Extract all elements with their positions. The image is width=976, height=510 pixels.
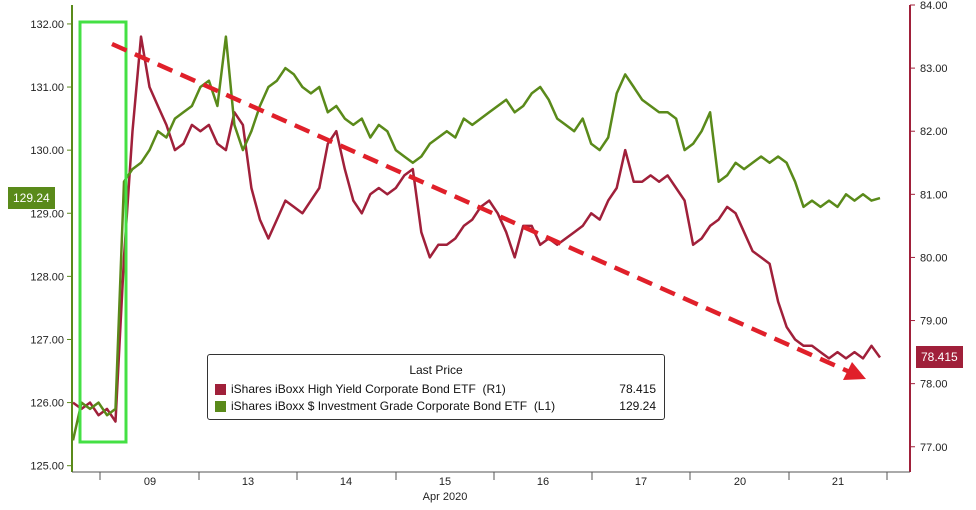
- right-tick-label: 82.00: [920, 126, 948, 138]
- right-y-axis: 77.00 78.00 79.00 80.00 81.00 82.00 83.00 84.00: [909, 0, 948, 472]
- right-tick-label: 78.00: [920, 379, 948, 391]
- left-tick-label: 131.00: [30, 82, 64, 94]
- right-tick-label: 77.00: [920, 442, 948, 454]
- legend-entry-high-yield: iShares iBoxx High Yield Corporate Bond …: [215, 382, 656, 398]
- legend-series-value: 129.24: [619, 399, 656, 413]
- x-tick-label: 17: [635, 476, 647, 488]
- right-last-price-flag: 78.415: [916, 346, 963, 369]
- legend: Last Price iShares iBoxx High Yield Corp…: [207, 354, 665, 420]
- right-tick-label: 81.00: [920, 189, 948, 201]
- x-tick-label: 09: [144, 476, 156, 488]
- series-line-high-yield: [72, 35, 882, 423]
- annotation-layer: [78, 20, 866, 444]
- left-y-axis: 125.00 126.00 127.00 128.00 129.00 130.00 131.…: [30, 5, 73, 473]
- series-line-investment-grade: [71, 35, 881, 441]
- x-tick-label: 13: [242, 476, 254, 488]
- left-tick-label: 126.00: [30, 398, 64, 410]
- left-tick-label: 128.00: [30, 271, 64, 283]
- series-layer: [71, 35, 882, 441]
- left-tick-label: 129.00: [30, 208, 64, 220]
- right-tick-label: 84.00: [920, 0, 948, 12]
- legend-swatch-investment-grade: [215, 401, 226, 412]
- trend-arrow-line: [111, 41, 853, 376]
- x-tick-label: 20: [734, 476, 746, 488]
- left-tick-label: 127.00: [30, 334, 64, 346]
- legend-series-name: iShares iBoxx High Yield Corporate Bond …: [231, 382, 506, 396]
- right-tick-label: 79.00: [920, 316, 948, 328]
- x-tick-label: 21: [832, 476, 844, 488]
- x-axis-label: Apr 2020: [423, 491, 468, 503]
- legend-series-value: 78.415: [619, 382, 656, 396]
- x-tick-label: 15: [439, 476, 451, 488]
- trend-arrowhead: [843, 362, 866, 380]
- legend-title: Last Price: [409, 363, 463, 377]
- right-tick-label: 83.00: [920, 63, 948, 75]
- highlight-rectangle: [78, 20, 128, 444]
- legend-swatch-high-yield: [215, 384, 226, 395]
- x-tick-label: 14: [340, 476, 352, 488]
- legend-series-name: iShares iBoxx $ Investment Grade Corpora…: [231, 399, 556, 413]
- left-tick-label: 132.00: [30, 19, 64, 31]
- legend-entry-investment-grade: iShares iBoxx $ Investment Grade Corpora…: [215, 399, 656, 415]
- left-last-price-flag: 129.24: [8, 187, 55, 210]
- right-tick-label: 80.00: [920, 252, 948, 264]
- x-axis: 09 13 14 15 16 17 20 21: [72, 471, 910, 488]
- left-tick-label: 130.00: [30, 145, 64, 157]
- x-tick-label: 16: [537, 476, 549, 488]
- left-tick-label: 125.00: [30, 461, 64, 473]
